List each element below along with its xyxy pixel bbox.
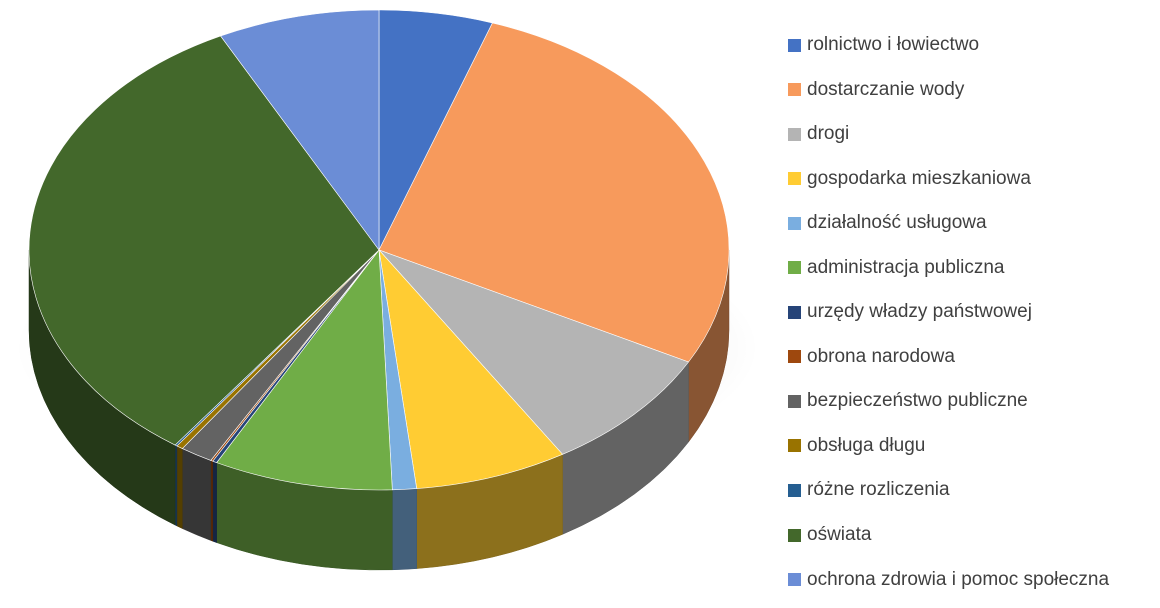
legend-item: gospodarka mieszkaniowa: [788, 163, 1158, 195]
legend-label: dostarczanie wody: [807, 78, 965, 100]
legend-label: obsługa długu: [807, 434, 926, 456]
pie-side-urzedy-wladzy-panstwowej: [212, 460, 217, 543]
legend-swatch: [788, 573, 801, 587]
legend-item: ochrona zdrowia i pomoc społeczna: [788, 564, 1158, 596]
legend-item: dostarczanie wody: [788, 74, 1158, 106]
pie-side-rozne-rozliczenia: [174, 444, 178, 527]
legend-label: gospodarka mieszkaniowa: [807, 167, 1031, 189]
pie-side-obsluga-dlugu: [176, 445, 183, 529]
legend-item: bezpieczeństwo publiczne: [788, 385, 1158, 417]
legend-swatch: [788, 439, 801, 453]
legend-swatch: [788, 83, 801, 97]
chart-legend: rolnictwo i łowiectwo dostarczanie wody dr…: [788, 29, 1158, 608]
legend-label: rolnictwo i łowiectwo: [807, 34, 980, 55]
pie-side-obrona-narodowa: [210, 460, 213, 542]
legend-label: bezpieczeństwo publiczne: [807, 390, 1028, 412]
legend-item: działalność usługowa: [788, 207, 1158, 239]
legend-label: ochrona zdrowia i pomoc społeczna: [807, 568, 1110, 590]
legend-swatch: [788, 528, 801, 542]
pie-slice-gospodarka-mieszkaniowa: [378, 249, 564, 489]
legend-item: obrona narodowa: [788, 341, 1158, 373]
legend-item: drogi: [788, 118, 1158, 150]
legend-swatch: [788, 172, 801, 186]
legend-item: oświata: [788, 519, 1158, 551]
legend-item: obsługa długu: [788, 430, 1158, 462]
legend-swatch: [788, 483, 801, 497]
legend-item: administracja publiczna: [788, 252, 1158, 284]
pie-chart-svg: [15, 9, 759, 571]
pie-chart: [15, 9, 759, 571]
legend-item: rolnictwo i łowiectwo: [788, 29, 1158, 61]
legend-label: oświata: [807, 524, 872, 546]
legend-label: urzędy władzy państwowej: [807, 301, 1032, 323]
pie-slice-ochrona-zdrowia-i-pomoc-spoleczna: [220, 9, 380, 251]
pie-side-dzialalnosc-uslugowa: [392, 488, 417, 571]
legend-label: drogi: [807, 123, 850, 145]
pie-slice-administracja-publiczna: [216, 249, 393, 491]
legend-swatch: [788, 350, 801, 364]
legend-item: różne rozliczenia: [788, 474, 1158, 506]
legend-swatch: [788, 216, 801, 230]
pie-slice-drogi: [378, 249, 690, 455]
legend-label: działalność usługowa: [807, 212, 987, 234]
legend-swatch: [788, 305, 801, 319]
legend-label: różne rozliczenia: [807, 479, 950, 501]
legend-label: administracja publiczna: [807, 256, 1005, 278]
pie-side-bezpieczenstwo-publiczne: [182, 448, 212, 541]
pie-slice-dostarczanie-wody: [378, 22, 730, 363]
legend-swatch: [788, 127, 801, 141]
legend-item: urzędy władzy państwowej: [788, 296, 1158, 328]
legend-swatch: [788, 261, 801, 275]
legend-swatch: [788, 394, 801, 408]
legend-label: obrona narodowa: [807, 345, 955, 367]
legend-swatch: [788, 38, 801, 52]
pie-slice-oswiata: [28, 35, 380, 446]
